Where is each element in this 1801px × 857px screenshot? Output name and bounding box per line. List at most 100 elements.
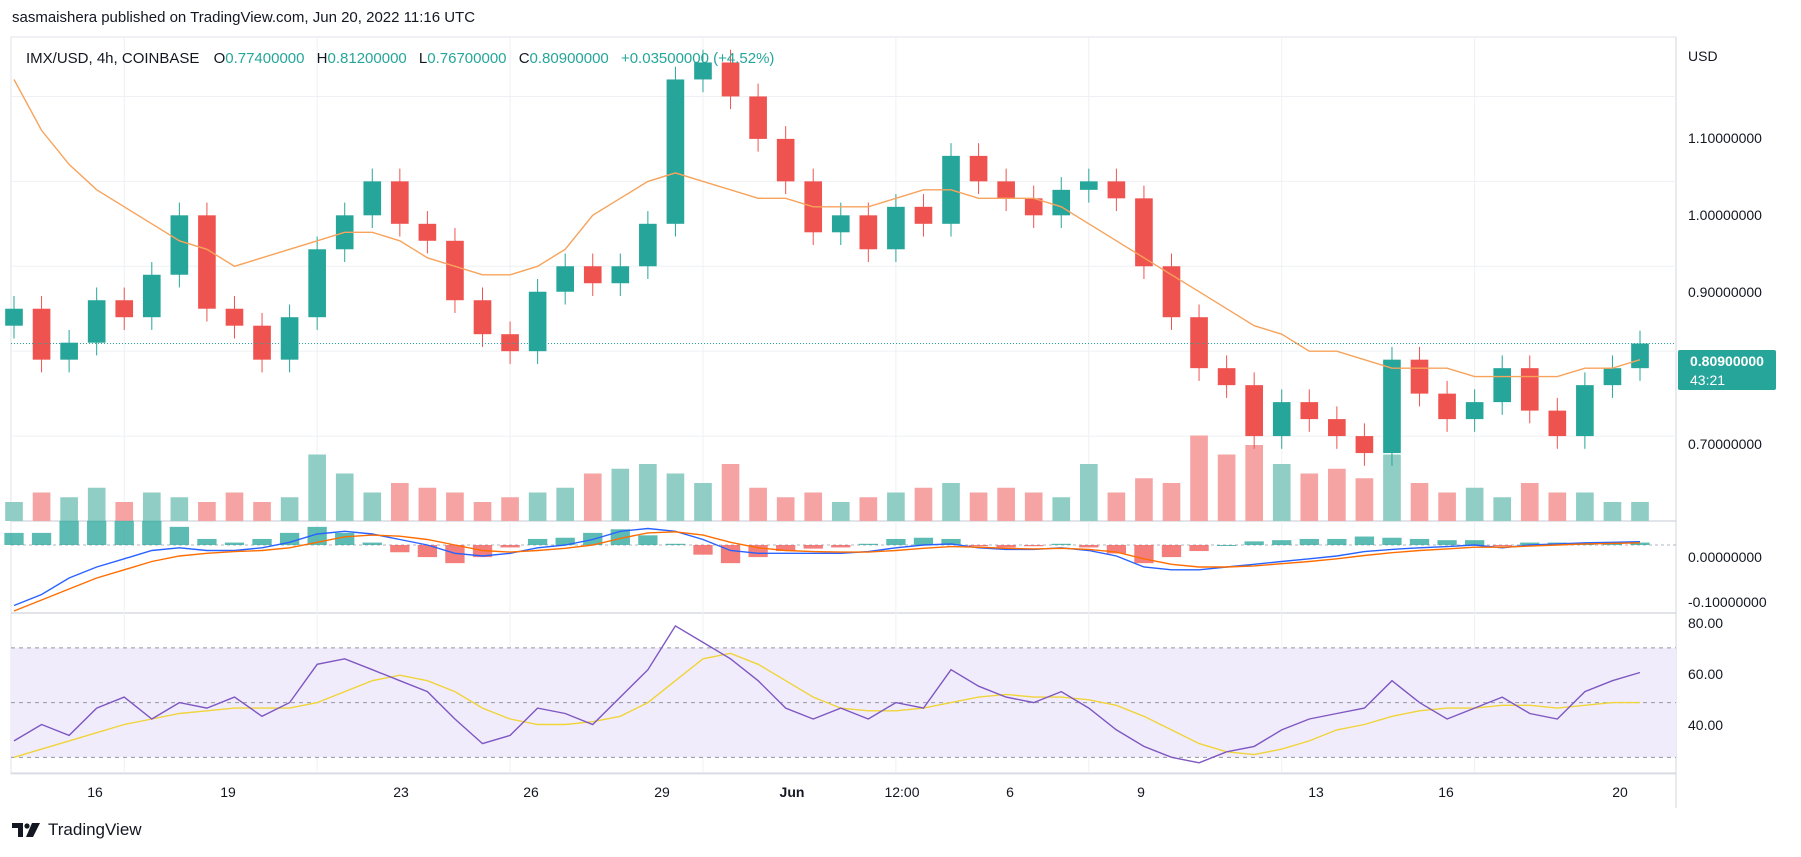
volume-bar — [1493, 497, 1512, 521]
candle-body — [1603, 368, 1622, 386]
volume-bar — [1024, 492, 1043, 521]
candle-body — [501, 334, 519, 352]
volume-bar — [639, 464, 657, 521]
legend-high-value: 0.81200000 — [328, 50, 407, 67]
macd-histogram-bar — [1216, 545, 1237, 546]
volume-bar — [914, 487, 933, 521]
volume-bar — [611, 468, 630, 521]
last-price-value: 0.80900000 — [1690, 353, 1764, 369]
macd-histogram-bar — [1354, 536, 1375, 545]
candle-body — [473, 300, 492, 335]
volume-bar — [1217, 454, 1236, 521]
candle-body — [914, 206, 933, 224]
volume-bar — [115, 502, 134, 521]
macd-histogram-bar — [417, 545, 438, 558]
legend-symbol: IMX/USD, 4h, COINBASE — [26, 50, 199, 67]
macd-histogram-bar — [1024, 545, 1044, 547]
macd-histogram-bar — [335, 532, 355, 545]
candle-body — [1217, 368, 1236, 386]
candle-body — [32, 308, 51, 360]
macd-histogram-bar — [390, 545, 410, 553]
candle-body — [1576, 385, 1594, 437]
macd-histogram-bar — [555, 537, 575, 545]
legend-close-label: C — [519, 50, 530, 67]
time-tick: 16 — [1438, 784, 1454, 800]
macd-histogram-bar — [996, 545, 1016, 548]
candle-body — [446, 240, 464, 301]
volume-bar — [1245, 445, 1263, 521]
rsi-line — [13, 624, 1641, 764]
volume-bar — [556, 487, 575, 521]
macd-histogram-bar — [968, 545, 989, 547]
volume-bar — [87, 487, 106, 521]
macd-histogram-bar — [638, 535, 658, 545]
macd-tick: -0.10000000 — [1688, 594, 1767, 610]
macd-histogram-bar — [913, 537, 934, 545]
volume-bar — [253, 502, 271, 521]
macd-histogram-bar — [831, 545, 851, 548]
candle-body — [831, 215, 850, 233]
macd-histogram-bar — [1244, 541, 1264, 545]
price-tick: 1.10000000 — [1688, 130, 1762, 146]
candle-body — [776, 138, 795, 182]
macd-histogram-bar — [1520, 542, 1540, 545]
candle-body — [170, 215, 189, 275]
volume-bar — [1355, 478, 1374, 521]
candle-body — [225, 308, 244, 326]
candle-body — [1328, 419, 1346, 437]
time-tick: 19 — [220, 784, 236, 800]
candle-body — [1052, 189, 1071, 216]
price-candles — [5, 49, 1649, 466]
macd-histogram-bar — [362, 542, 382, 545]
legend-low-label: L — [419, 50, 427, 67]
time-tick: 26 — [523, 784, 539, 800]
volume-bar — [1190, 435, 1208, 521]
rsi-tick: 80.00 — [1688, 615, 1723, 631]
tradingview-brand[interactable]: TradingView — [12, 820, 142, 840]
volume-bar — [831, 502, 850, 521]
candle-body — [1438, 393, 1456, 420]
macd-line — [13, 527, 1641, 607]
volume-bar — [363, 492, 382, 521]
macd-histogram-bar — [31, 532, 52, 545]
candle-body — [969, 155, 988, 182]
volume-bar — [1162, 483, 1181, 521]
candle-body — [60, 342, 78, 360]
candle-body — [1079, 181, 1098, 190]
candle-body — [749, 96, 767, 139]
volume-bar — [666, 473, 685, 521]
volume-bar — [280, 497, 299, 521]
rsi-ma-line — [13, 652, 1640, 758]
macd-tick: 0.00000000 — [1688, 549, 1762, 565]
candle-body — [1355, 436, 1374, 454]
candle-body — [666, 79, 685, 224]
candle-body — [1135, 198, 1153, 267]
time-tick: 20 — [1612, 784, 1628, 800]
macd-histogram-bar — [1464, 540, 1485, 545]
price-tick: 0.70000000 — [1688, 436, 1762, 452]
last-price-badge: 0.80900000 43:21 — [1678, 350, 1776, 390]
candle-body — [1493, 368, 1512, 403]
price-tick: 1.00000000 — [1688, 207, 1762, 223]
macd-histogram-bar — [1327, 538, 1347, 545]
volume-bar — [997, 487, 1015, 521]
macd-histogram-bar — [4, 532, 24, 545]
volume-bar — [446, 492, 464, 521]
macd-histogram-bar — [1189, 545, 1209, 552]
volume-bar — [1272, 464, 1291, 521]
macd-histogram-bar — [252, 538, 272, 545]
candle-body — [694, 62, 712, 80]
volume-bar — [308, 454, 326, 521]
legend-low-value: 0.76700000 — [427, 50, 506, 67]
macd-histogram-bar — [445, 545, 465, 564]
candle-body — [583, 266, 602, 284]
time-tick: Jun — [780, 784, 805, 800]
candle-body — [308, 249, 326, 318]
volume-bar — [1383, 454, 1401, 521]
tradingview-logo-icon — [12, 823, 40, 837]
rsi-tick: 40.00 — [1688, 717, 1723, 733]
macd-histogram — [4, 520, 1676, 564]
macd-histogram-bar — [665, 543, 686, 545]
time-tick: 16 — [87, 784, 103, 800]
